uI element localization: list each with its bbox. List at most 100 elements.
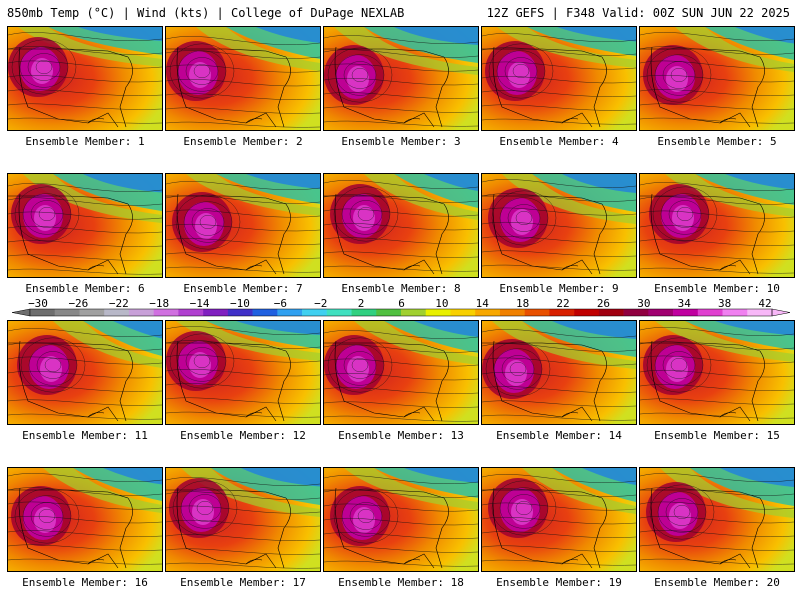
map-field — [482, 321, 636, 424]
ensemble-member-caption: Ensemble Member: 13 — [338, 429, 464, 442]
ensemble-map-panel — [639, 173, 795, 278]
map-field — [640, 27, 794, 130]
ensemble-member-caption: Ensemble Member: 11 — [22, 429, 148, 442]
run-info: 12Z GEFS | F348 Valid: 00Z SUN JUN 22 20… — [486, 6, 790, 20]
ensemble-map-panel — [7, 467, 163, 572]
colorbar-swatch — [153, 309, 179, 316]
colorbar-swatch — [450, 309, 476, 316]
colorbar-tick-label: 22 — [556, 297, 570, 310]
colorbar-swatch — [54, 309, 80, 316]
colorbar-tick-label: 18 — [516, 297, 530, 310]
ensemble-member-caption: Ensemble Member: 9 — [499, 282, 619, 295]
colorbar-tick-label: 10 — [435, 297, 449, 310]
colorbar-swatch — [178, 309, 204, 316]
ensemble-map-panel — [323, 173, 479, 278]
colorbar-swatch — [30, 309, 56, 316]
ensemble-map-panel — [7, 320, 163, 425]
colorbar-swatch — [351, 309, 377, 316]
ensemble-map-panel — [481, 26, 637, 131]
map-field — [640, 468, 794, 571]
ensemble-map-panel — [7, 26, 163, 131]
ensemble-member-caption: Ensemble Member: 20 — [654, 576, 780, 589]
colorbar-swatch — [475, 309, 501, 316]
colorbar-tick-label: 6 — [398, 297, 405, 310]
colorbar-tick-label: −6 — [273, 297, 287, 310]
ensemble-map-panel — [323, 467, 479, 572]
ensemble-map-panel — [481, 320, 637, 425]
map-field — [166, 468, 320, 571]
ensemble-member-caption: Ensemble Member: 5 — [657, 135, 777, 148]
colorbar-swatch — [401, 309, 427, 316]
colorbar-swatch — [549, 309, 575, 316]
colorbar-swatch — [697, 309, 723, 316]
ensemble-member-caption: Ensemble Member: 12 — [180, 429, 306, 442]
colorbar-tick-label: 14 — [475, 297, 489, 310]
colorbar-tick-label: 2 — [357, 297, 365, 310]
colorbar-swatch — [252, 309, 278, 316]
ensemble-member-caption: Ensemble Member: 4 — [499, 135, 619, 148]
colorbar-swatch — [598, 309, 624, 316]
map-field — [166, 27, 320, 130]
colorbar-tick-label: −14 — [189, 297, 210, 310]
colorbar-swatch — [104, 309, 130, 316]
colorbar-tick-label: 42 — [758, 297, 772, 310]
ensemble-map-panel — [639, 467, 795, 572]
colorbar-tick-label: −10 — [230, 297, 250, 310]
ensemble-map-panel — [323, 320, 479, 425]
colorbar-swatch — [203, 309, 229, 316]
map-field — [166, 321, 320, 424]
colorbar-tick-label: −30 — [28, 297, 48, 310]
colorbar-tick-label: −2 — [314, 297, 328, 310]
colorbar-swatch — [499, 309, 525, 316]
colorbar-swatch — [277, 309, 303, 316]
colorbar-swatch — [623, 309, 649, 316]
ensemble-member-caption: Ensemble Member: 19 — [496, 576, 622, 589]
ensemble-map-panel — [7, 173, 163, 278]
colorbar-tick-label: 38 — [717, 297, 732, 310]
ensemble-member-caption: Ensemble Member: 18 — [338, 576, 464, 589]
colorbar-tick-label: 30 — [637, 297, 651, 310]
map-field — [482, 468, 636, 571]
ensemble-map-panel — [481, 173, 637, 278]
ensemble-map-panel — [165, 467, 321, 572]
ensemble-member-caption: Ensemble Member: 2 — [183, 135, 303, 148]
ensemble-member-caption: Ensemble Member: 16 — [22, 576, 148, 589]
ensemble-map-panel — [323, 26, 479, 131]
colorbar-swatch — [722, 309, 748, 316]
ensemble-member-caption: Ensemble Member: 7 — [183, 282, 303, 295]
colorbar-tick-label: −22 — [108, 297, 129, 310]
temperature-colorbar — [11, 308, 791, 317]
colorbar-swatch — [425, 309, 451, 316]
map-field — [8, 174, 162, 277]
map-field — [8, 27, 162, 130]
map-field — [166, 174, 320, 277]
map-title: 850mb Temp (°C) | Wind (kts) | College o… — [7, 6, 405, 20]
map-field — [324, 468, 478, 571]
ensemble-member-caption: Ensemble Member: 8 — [341, 282, 461, 295]
ensemble-member-caption: Ensemble Member: 14 — [496, 429, 622, 442]
ensemble-member-caption: Ensemble Member: 15 — [654, 429, 780, 442]
map-field — [324, 321, 478, 424]
colorbar-tick-label: −18 — [149, 297, 170, 310]
colorbar-tick-label: 26 — [596, 297, 611, 310]
ensemble-member-caption: Ensemble Member: 1 — [25, 135, 145, 148]
ensemble-member-caption: Ensemble Member: 17 — [180, 576, 306, 589]
colorbar-tick-label: 34 — [677, 297, 691, 310]
colorbar-swatch — [648, 309, 674, 316]
colorbar-swatch — [524, 309, 550, 316]
ensemble-map-panel — [481, 467, 637, 572]
map-field — [640, 174, 794, 277]
colorbar-swatch — [128, 309, 154, 316]
ensemble-map-panel — [639, 320, 795, 425]
colorbar-swatch — [376, 309, 402, 316]
ensemble-member-caption: Ensemble Member: 3 — [341, 135, 461, 148]
ensemble-map-panel — [165, 173, 321, 278]
colorbar-swatch — [747, 309, 773, 316]
colorbar-swatch — [79, 309, 105, 316]
ensemble-map-panel — [639, 26, 795, 131]
map-field — [482, 27, 636, 130]
map-field — [482, 174, 636, 277]
colorbar-swatch — [326, 309, 352, 316]
ensemble-member-caption: Ensemble Member: 10 — [654, 282, 780, 295]
colorbar-min-arrow — [11, 308, 31, 317]
